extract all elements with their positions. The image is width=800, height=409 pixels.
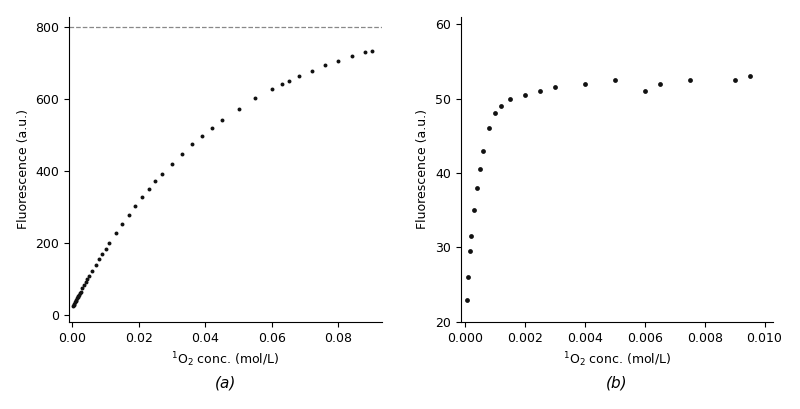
Point <box>249 95 262 101</box>
Point <box>216 117 229 124</box>
Point <box>654 81 666 87</box>
X-axis label: $^1$O$_2$ conc. (mol/L): $^1$O$_2$ conc. (mol/L) <box>171 350 279 369</box>
Point <box>74 288 87 295</box>
Point <box>109 230 122 237</box>
Point <box>176 151 189 157</box>
X-axis label: $^1$O$_2$ conc. (mol/L): $^1$O$_2$ conc. (mol/L) <box>563 350 671 369</box>
Point <box>489 110 502 117</box>
Point <box>71 294 84 301</box>
Point <box>482 125 495 132</box>
Text: (a): (a) <box>214 375 236 390</box>
Y-axis label: Fluorescence (a.u.): Fluorescence (a.u.) <box>417 109 430 229</box>
Text: (b): (b) <box>606 375 628 390</box>
Point <box>196 133 209 139</box>
Point <box>70 297 82 303</box>
Point <box>116 220 129 227</box>
Point <box>72 293 85 299</box>
Point <box>470 184 483 191</box>
Point <box>728 76 741 83</box>
Point <box>292 73 305 79</box>
Point <box>232 106 245 112</box>
Point <box>534 88 546 94</box>
Point <box>578 81 591 87</box>
Point <box>743 73 756 79</box>
Point <box>129 202 142 209</box>
Point <box>67 301 80 308</box>
Point <box>683 76 696 83</box>
Point <box>86 267 98 274</box>
Point <box>465 233 478 240</box>
Point <box>66 303 79 310</box>
Point <box>186 141 198 148</box>
Point <box>93 256 106 263</box>
Point <box>149 178 162 185</box>
Point <box>477 147 490 154</box>
Point <box>102 240 115 247</box>
Point <box>494 103 507 109</box>
Point <box>275 81 288 87</box>
Point <box>468 207 481 213</box>
Point <box>266 86 278 92</box>
Point <box>76 285 89 292</box>
Point <box>89 262 102 268</box>
Point <box>518 92 531 98</box>
Point <box>318 62 331 69</box>
Point <box>366 47 378 54</box>
Point <box>549 84 562 91</box>
Point <box>68 300 81 307</box>
Point <box>79 279 92 285</box>
Point <box>81 276 94 283</box>
Point <box>460 296 473 303</box>
Y-axis label: Fluorescence (a.u.): Fluorescence (a.u.) <box>17 109 30 229</box>
Point <box>99 245 112 252</box>
Point <box>346 53 358 60</box>
Point <box>70 295 83 302</box>
Point <box>78 282 90 289</box>
Point <box>166 160 178 167</box>
Point <box>142 186 155 192</box>
Point <box>463 248 476 254</box>
Point <box>282 78 295 84</box>
Point <box>73 290 86 297</box>
Point <box>332 58 345 64</box>
Point <box>156 171 169 177</box>
Point <box>136 194 149 200</box>
Point <box>462 274 474 281</box>
Point <box>609 76 622 83</box>
Point <box>638 88 651 94</box>
Point <box>504 95 517 102</box>
Point <box>96 251 109 257</box>
Point <box>358 49 371 56</box>
Point <box>122 211 135 218</box>
Point <box>474 166 486 173</box>
Point <box>206 124 218 131</box>
Point <box>82 273 95 280</box>
Point <box>69 299 82 306</box>
Point <box>306 67 318 74</box>
Point <box>73 291 86 298</box>
Point <box>69 298 82 304</box>
